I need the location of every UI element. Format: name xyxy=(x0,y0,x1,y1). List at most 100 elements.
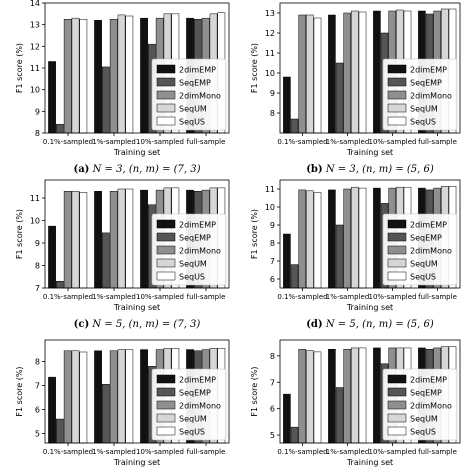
chart-panel-0: 8 9 10 11 12 13 14 0.1%-sampled 1%-sampled 10%-sa… xyxy=(15,0,230,175)
y-tick-label: 6 xyxy=(35,405,40,414)
caption: (d) N = 5, (n, m) = (5, 6) xyxy=(306,319,434,330)
legend-label: 2dimEMP xyxy=(179,66,216,75)
legend-swatch xyxy=(156,64,176,74)
x-tick-label: 10%-sampled xyxy=(136,138,184,146)
bar xyxy=(102,232,110,289)
legend-swatch xyxy=(387,245,407,255)
bar xyxy=(306,350,314,444)
bar xyxy=(56,281,64,289)
y-tick-label: 7 xyxy=(35,382,40,391)
y-tick-label: 8 xyxy=(270,239,275,248)
bar xyxy=(63,191,72,289)
legend-swatch xyxy=(156,90,176,100)
legend-label: SeqUS xyxy=(410,273,436,282)
legend-swatch xyxy=(156,258,176,268)
bar xyxy=(328,189,336,289)
bar xyxy=(373,10,381,134)
y-tick-label: 10 xyxy=(265,69,275,78)
bar xyxy=(283,76,291,134)
legend-swatch xyxy=(387,232,407,242)
legend: 2dimEMP SeqEMP 2dimMono SeqUM SeqUS xyxy=(151,58,227,131)
x-tick-label: 0.1%-sampled xyxy=(277,448,327,456)
x-tick-label: 1%-sampled xyxy=(92,138,136,146)
y-tick-label: 11 xyxy=(265,185,275,194)
legend-swatch xyxy=(387,374,407,384)
x-tick-label: 1%-sampled xyxy=(92,293,136,301)
bar xyxy=(71,191,80,289)
bar xyxy=(343,188,351,289)
y-axis-label: F1 score (%) xyxy=(15,209,24,259)
bar xyxy=(335,387,344,444)
legend-swatch xyxy=(156,400,176,410)
legend-label: 2dimEMP xyxy=(179,376,216,385)
caption: (b) N = 3, (n, m) = (5, 6) xyxy=(306,164,434,175)
bar xyxy=(48,225,56,289)
bar xyxy=(140,349,148,444)
legend: 2dimEMP SeqEMP 2dimMono SeqUM SeqUS xyxy=(151,213,227,286)
x-tick-label: 10%-sampled xyxy=(369,293,417,301)
bar xyxy=(109,19,118,134)
y-tick-label: 9 xyxy=(270,221,275,230)
bar xyxy=(290,264,299,289)
bar xyxy=(125,349,134,444)
y-tick-label: 14 xyxy=(30,0,40,8)
legend-label: SeqUS xyxy=(179,118,205,127)
x-axis-label: Training set xyxy=(113,303,160,312)
caption-text: N = 5, (n, m) = (5, 6) xyxy=(325,319,434,330)
x-tick-label: full-sample xyxy=(187,293,226,301)
caption: (c) N = 5, (n, m) = (7, 3) xyxy=(74,319,201,330)
legend-label: SeqUM xyxy=(179,415,207,424)
y-tick-label: 7 xyxy=(270,378,275,387)
bar xyxy=(351,186,359,289)
bar xyxy=(56,124,64,134)
legend-swatch xyxy=(387,90,407,100)
legend-swatch xyxy=(156,232,176,242)
bar xyxy=(71,17,80,134)
bar xyxy=(313,17,322,134)
y-axis-label: F1 score (%) xyxy=(250,209,259,259)
x-tick-label: full-sample xyxy=(187,138,226,146)
caption-letter: (b) xyxy=(306,164,322,175)
x-tick-label: 1%-sampled xyxy=(326,448,370,456)
bar xyxy=(94,350,102,444)
x-axis-label: Training set xyxy=(113,458,160,467)
y-axis-label: F1 score (%) xyxy=(15,43,24,93)
x-tick-label: 0.1%-sampled xyxy=(277,293,327,301)
y-tick-label: 7 xyxy=(35,284,40,293)
bar xyxy=(79,19,88,134)
y-tick-label: 10 xyxy=(30,86,40,95)
bar xyxy=(290,118,299,134)
y-tick-label: 8 xyxy=(35,262,40,271)
bar xyxy=(117,349,126,444)
y-axis-label: F1 score (%) xyxy=(250,366,259,416)
y-tick-label: 13 xyxy=(265,9,275,18)
caption-text: N = 3, (n, m) = (5, 6) xyxy=(325,164,434,175)
x-tick-label: 1%-sampled xyxy=(326,138,370,146)
bar xyxy=(298,348,306,444)
bar xyxy=(313,192,322,289)
bar xyxy=(117,188,126,289)
plot-frame xyxy=(44,179,230,289)
caption-letter: (a) xyxy=(73,164,89,175)
legend-swatch xyxy=(156,413,176,423)
legend-label: SeqUS xyxy=(410,118,436,127)
x-tick-label: 1%-sampled xyxy=(326,293,370,301)
bar xyxy=(117,14,126,134)
legend-label: 2dimEMP xyxy=(410,221,447,230)
legend-label: 2dimMono xyxy=(179,247,221,256)
x-tick-label: 10%-sampled xyxy=(369,138,417,146)
bar xyxy=(335,224,344,289)
bar xyxy=(343,348,351,444)
legend-swatch xyxy=(387,103,407,113)
legend-label: SeqEMP xyxy=(179,234,211,243)
bar xyxy=(109,350,118,444)
legend-swatch xyxy=(156,374,176,384)
chart-panel-4: 5 6 7 8 0.1%-sampled 1%-sampled 10%-sampled ful… xyxy=(15,339,230,467)
legend: 2dimEMP SeqEMP 2dimMono SeqUM SeqUS xyxy=(382,58,458,131)
bar xyxy=(79,351,88,444)
legend: 2dimEMP SeqEMP 2dimMono SeqUM SeqUS xyxy=(382,213,458,286)
legend-label: SeqUS xyxy=(179,273,205,282)
legend-label: 2dimMono xyxy=(410,402,452,411)
y-tick-label: 11 xyxy=(30,194,40,203)
x-tick-label: 0.1%-sampled xyxy=(277,138,327,146)
